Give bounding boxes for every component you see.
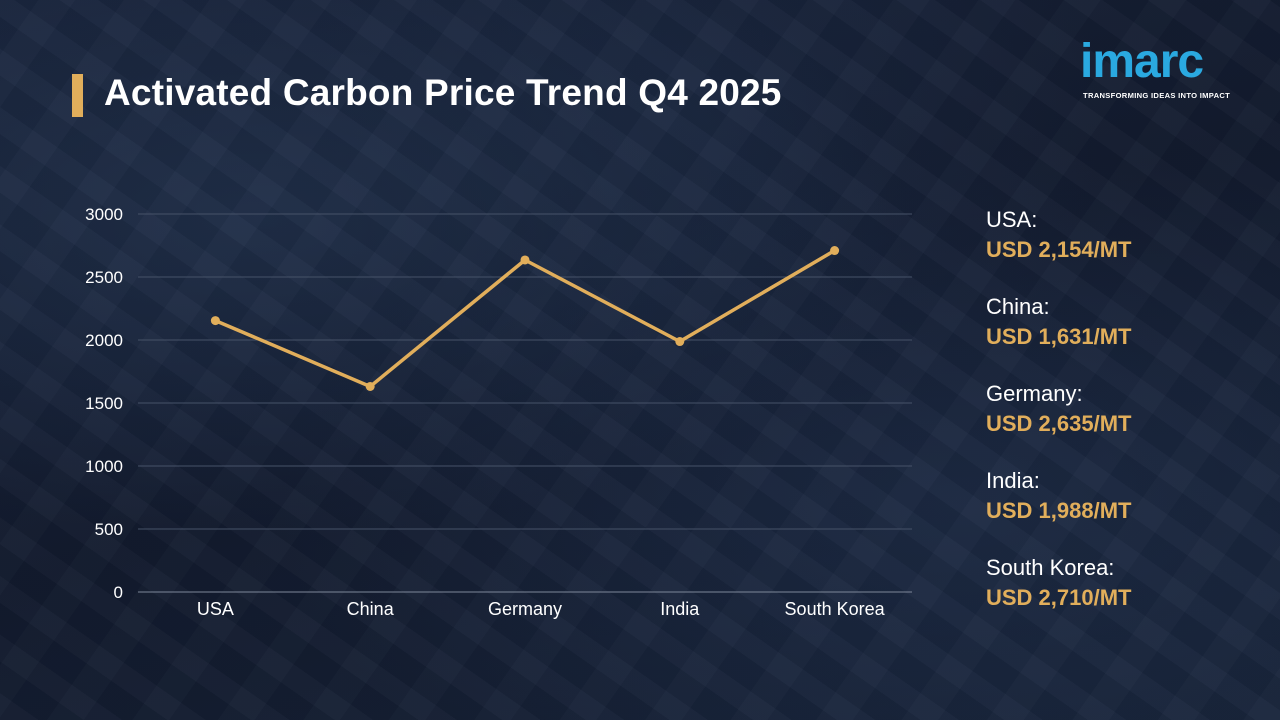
x-tick-label: USA xyxy=(197,599,234,619)
legend-price: USD 2,710/MT xyxy=(986,585,1132,610)
data-point xyxy=(520,255,530,265)
y-tick-label: 2500 xyxy=(85,268,123,287)
legend-price: USD 1,988/MT xyxy=(986,498,1132,523)
logo-wordmark: imarc xyxy=(1080,35,1204,88)
y-tick-label: 1000 xyxy=(85,457,123,476)
x-tick-label: South Korea xyxy=(785,599,886,619)
price-line-chart: 0 500 1000 1500 2000 2500 3000 USA China Germany I… xyxy=(85,205,912,619)
y-tick-label: 1500 xyxy=(85,394,123,413)
legend-item-india: India: USD 1,988/MT xyxy=(986,466,1266,553)
y-tick-label: 500 xyxy=(95,520,123,539)
legend-country: USA: xyxy=(986,207,1038,232)
legend-country: China: xyxy=(986,294,1050,319)
data-point xyxy=(830,246,840,256)
legend-item-germany: Germany: USD 2,635/MT xyxy=(986,379,1266,466)
data-point xyxy=(210,316,220,326)
legend-item-south-korea: South Korea: USD 2,710/MT xyxy=(986,553,1266,640)
legend-price: USD 1,631/MT xyxy=(986,324,1132,349)
legend-item-china: China: USD 1,631/MT xyxy=(986,292,1266,379)
imarc-logo: imarc TRANSFORMING IDEAS INTO IMPACT xyxy=(1080,32,1250,104)
x-tick-label: China xyxy=(347,599,395,619)
price-legend: USA: USD 2,154/MT China: USD 1,631/MT Ge… xyxy=(986,205,1266,640)
y-tick-label: 2000 xyxy=(85,331,123,350)
y-tick-label: 0 xyxy=(114,583,123,602)
data-point xyxy=(675,337,685,347)
legend-country: India: xyxy=(986,468,1040,493)
page-title: Activated Carbon Price Trend Q4 2025 xyxy=(104,72,782,113)
legend-item-usa: USA: USD 2,154/MT xyxy=(986,205,1266,292)
logo-tagline: TRANSFORMING IDEAS INTO IMPACT xyxy=(1083,91,1231,100)
x-tick-label: India xyxy=(660,599,700,619)
data-point xyxy=(365,381,375,391)
legend-price: USD 2,635/MT xyxy=(986,411,1132,436)
series-line xyxy=(213,248,837,389)
legend-country: Germany: xyxy=(986,381,1083,406)
legend-country: South Korea: xyxy=(986,555,1115,580)
y-tick-label: 3000 xyxy=(85,205,123,224)
x-tick-label: Germany xyxy=(488,599,562,619)
title-accent-bar xyxy=(72,74,83,117)
legend-price: USD 2,154/MT xyxy=(986,237,1132,262)
